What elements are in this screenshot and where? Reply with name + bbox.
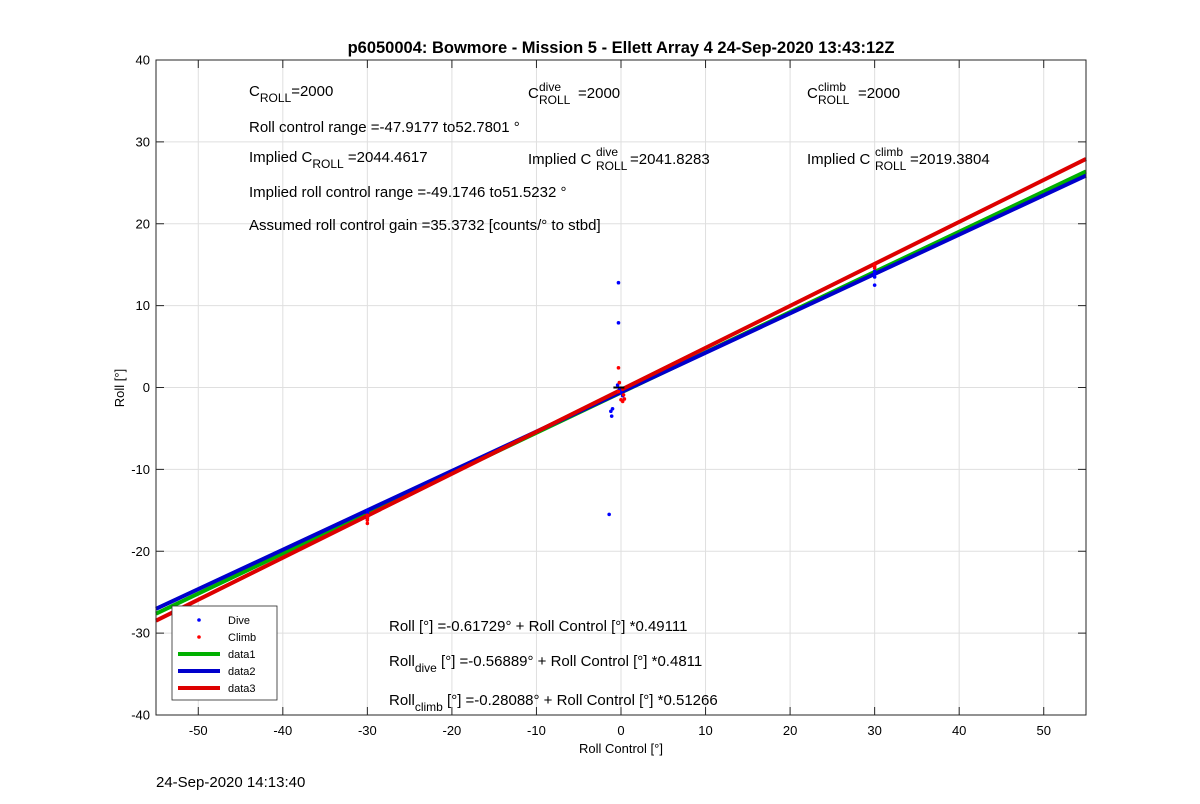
x-tick-label: 20 [783,723,797,738]
implied-roll-range: Implied roll control range =-49.1746 to5… [249,184,566,201]
legend-entry-climb: Climb [197,632,256,644]
svg-text:ROLL: ROLL [539,93,571,107]
y-tick-label: -30 [131,626,150,641]
c-roll-annotation: CROLL=2000 [249,83,333,105]
fit-equation-climb: Rollclimb [°] =-0.28088° + Roll Control … [389,692,718,714]
legend-label-climb: Climb [228,632,256,644]
x-tick-label: 10 [698,723,712,738]
climb-point [616,366,621,370]
c-roll-dive-annotation: C dive ROLL =2000 [528,80,620,107]
svg-text:climb: climb [875,145,903,159]
y-tick-label: 0 [143,380,150,395]
climb-point [616,389,621,394]
climb-point [872,262,877,267]
x-tick-label: -20 [443,723,462,738]
legend-label-data3: data3 [228,683,256,695]
svg-text:dive: dive [596,145,618,159]
legend-label-dive: Dive [228,615,250,627]
y-tick-label: 20 [136,216,150,231]
svg-text:=2000: =2000 [578,85,620,102]
dive-point [872,275,877,279]
legend-entry-dive: Dive [197,615,250,627]
chart-title: p6050004: Bowmore - Mission 5 - Ellett A… [348,39,895,57]
legend-swatch-dive [197,618,201,622]
legend-entry-data1: data1 [178,649,256,661]
implied-c-roll-climb: Implied C climb ROLL =2019.3804 [807,145,990,173]
legend-label-data1: data1 [228,649,256,661]
implied-c-roll: Implied CROLL =2044.4617 [249,149,428,171]
legend-entry-data2: data2 [178,666,256,678]
c-roll-climb-annotation: C climb ROLL =2000 [807,80,900,107]
x-tick-label: -50 [189,723,208,738]
axis-ticks: -50 -40 -30 -20 -10 0 10 20 30 40 50 -40 -30 -20 -10 0 1… [131,53,1086,738]
legend-swatch-climb [197,635,201,639]
y-tick-label: 30 [136,134,150,149]
dive-point [365,508,370,513]
legend: Dive Climb data1 data2 data3 [171,605,278,701]
y-tick-label: 10 [136,298,150,313]
y-tick-label: -40 [131,708,150,723]
dive-point [616,321,621,325]
x-axis-label: Roll Control [°] [579,741,663,756]
footer-timestamp: 24-Sep-2020 14:13:40 [156,774,306,791]
legend-label-data2: data2 [228,666,256,678]
svg-text:dive: dive [539,80,561,94]
svg-text:=2019.3804: =2019.3804 [910,151,990,168]
x-tick-label: -30 [358,723,377,738]
fit-equation-all: Roll [°] =-0.61729° + Roll Control [°] *… [389,618,687,635]
x-tick-label: 50 [1036,723,1050,738]
implied-c-roll-dive: Implied C dive ROLL =2041.8283 [528,145,710,173]
dive-point [872,283,877,287]
svg-text:Implied C: Implied C [807,151,871,168]
y-tick-label: -20 [131,544,150,559]
chart: -50 -40 -30 -20 -10 0 10 20 30 40 50 -40 -30 -20 -10 0 1… [112,39,1087,756]
y-tick-label: 40 [136,53,150,68]
climb-point [365,515,370,520]
x-tick-label: 30 [867,723,881,738]
climb-point [872,266,877,270]
climb-point [365,521,370,526]
series-layer [155,157,1087,623]
y-axis-label: Roll [°] [112,369,127,407]
svg-text:=2000: =2000 [858,85,900,102]
climb-point [621,393,626,397]
assumed-gain: Assumed roll control gain =35.3732 [coun… [249,217,601,234]
dive-point [616,280,621,285]
dive-point [610,406,615,411]
dive-point [607,512,611,517]
dive-point [609,414,614,418]
annotations: CROLL=2000 C dive ROLL =2000 C climb ROL… [249,80,990,714]
svg-text:climb: climb [818,80,846,94]
svg-text:ROLL: ROLL [818,93,850,107]
svg-text:=2041.8283: =2041.8283 [630,151,710,168]
svg-text:Implied C: Implied C [528,151,592,168]
climb-point [617,380,622,385]
dive-point [872,269,877,274]
climb-point [622,397,627,401]
legend-entry-data3: data3 [178,683,256,695]
x-tick-label: 40 [952,723,966,738]
svg-text:ROLL: ROLL [875,159,907,173]
x-tick-label: -40 [273,723,292,738]
roll-control-range: Roll control range =-47.9177 to52.7801 ° [249,119,520,136]
x-tick-label: -10 [527,723,546,738]
fit-equation-dive: Rolldive [°] =-0.56889° + Roll Control [… [389,653,702,675]
svg-text:C: C [528,85,539,102]
y-tick-label: -10 [131,462,150,477]
svg-text:ROLL: ROLL [596,159,628,173]
svg-text:C: C [807,85,818,102]
x-tick-label: 0 [617,723,624,738]
